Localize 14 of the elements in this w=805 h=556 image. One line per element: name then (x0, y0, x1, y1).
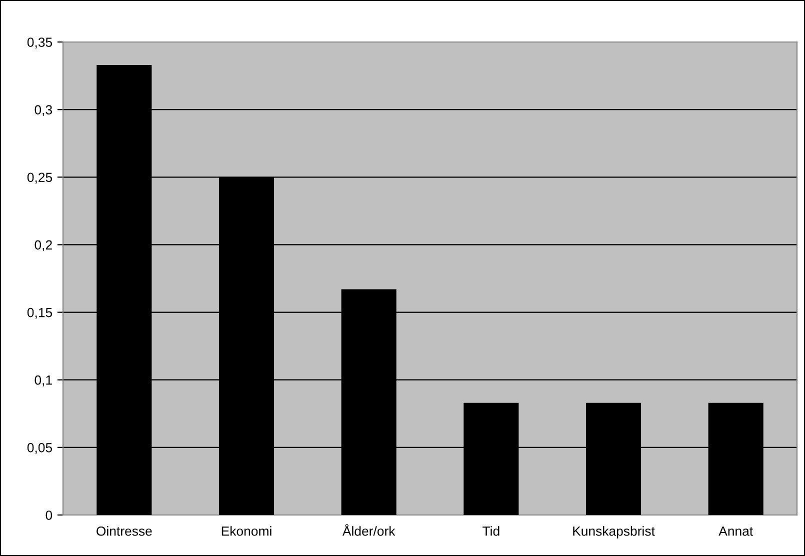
x-tick-label: Annat (718, 526, 753, 536)
y-tick-label: 0,1 (34, 375, 52, 386)
x-tick-label: Tid (482, 526, 500, 536)
y-tick-label: 0,2 (34, 240, 52, 252)
y-tick-label: 0 (46, 510, 52, 520)
y-tick-label: 0,35 (27, 38, 52, 48)
x-tick-label: Ålder/ork (342, 524, 396, 536)
x-tick-label: Ekonomi (222, 526, 272, 536)
x-tick-label: Kunskapsbrist (573, 526, 655, 538)
x-tick-label: Ointresse (96, 526, 152, 536)
y-tick-label: 0,05 (27, 442, 52, 454)
y-tick-label: 0,3 (34, 105, 52, 116)
y-tick-label: 0,15 (27, 308, 52, 319)
y-tick-label: 0,25 (27, 172, 52, 184)
